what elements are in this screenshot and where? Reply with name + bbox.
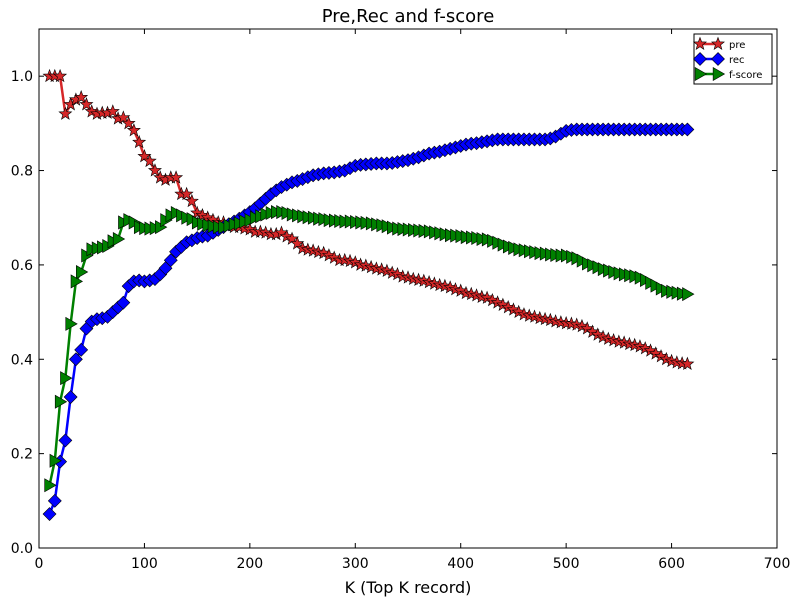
data-point-f-score xyxy=(65,316,78,331)
data-point-pre xyxy=(79,97,94,111)
legend-label-pre: pre xyxy=(729,40,745,51)
data-point-pre xyxy=(147,163,162,177)
y-tick-label: 0.2 xyxy=(11,447,33,463)
data-point-f-score xyxy=(44,478,57,493)
series-pre xyxy=(42,68,695,370)
x-tick-label: 400 xyxy=(447,556,474,572)
legend-label-rec: rec xyxy=(729,55,745,66)
data-point-f-score xyxy=(112,231,126,246)
data-point-rec xyxy=(58,433,73,448)
data-point-pre xyxy=(58,106,73,120)
legend-entry-pre: pre xyxy=(693,36,745,51)
x-tick-label: 0 xyxy=(35,556,44,572)
x-tick-label: 600 xyxy=(658,556,685,572)
y-tick-label: 0.6 xyxy=(11,258,33,274)
chart-title: Pre,Rec and f-score xyxy=(322,6,495,27)
data-point-pre xyxy=(184,193,199,208)
data-point-f-score xyxy=(60,371,73,386)
data-point-rec xyxy=(47,493,62,508)
data-point-pre xyxy=(142,153,157,168)
data-point-pre xyxy=(74,90,89,104)
data-point-f-score xyxy=(682,287,695,302)
x-tick-label: 500 xyxy=(553,556,580,572)
legend-marker-rec xyxy=(711,52,725,66)
plot-area xyxy=(42,68,695,521)
legend: pre rec f-score xyxy=(693,33,773,85)
axes-frame xyxy=(38,28,778,549)
data-point-rec xyxy=(74,342,89,357)
data-point-pre xyxy=(179,186,194,201)
data-point-rec xyxy=(163,253,178,268)
axes: 0 100 200 300 400 500 600 700 0.0 0.2 0.4 0.6 0.8 1.0 xyxy=(11,28,791,572)
data-point-rec xyxy=(68,352,83,367)
data-point-pre xyxy=(680,356,695,370)
legend-marker-rec xyxy=(693,52,707,66)
legend-marker-pre xyxy=(693,36,707,50)
legend-entry-rec: rec xyxy=(693,52,745,66)
data-point-rec xyxy=(63,390,78,404)
y-tick-label: 0.4 xyxy=(11,352,33,368)
y-tick-label: 1.0 xyxy=(11,69,33,85)
data-point-rec xyxy=(42,507,57,521)
data-point-pre xyxy=(121,116,136,130)
legend-entry-f-score: f-score xyxy=(694,66,762,82)
data-point-pre xyxy=(126,123,141,137)
data-point-f-score xyxy=(49,453,62,468)
legend-marker-pre xyxy=(711,36,725,50)
data-point-pre xyxy=(169,170,184,184)
data-point-rec xyxy=(116,295,131,310)
data-point-pre xyxy=(105,104,120,118)
y-tick-label: 0.8 xyxy=(11,164,33,180)
data-point-f-score xyxy=(75,264,89,280)
x-tick-label: 700 xyxy=(764,556,791,572)
data-point-pre xyxy=(132,134,147,149)
legend-marker-f-score xyxy=(712,66,726,82)
x-tick-label: 200 xyxy=(236,556,263,572)
data-point-pre xyxy=(53,68,68,83)
series-rec xyxy=(42,122,695,521)
data-point-pre xyxy=(116,110,131,124)
data-point-f-score xyxy=(54,394,68,409)
x-axis-label: K (Top K record) xyxy=(345,578,472,597)
x-tick-label: 300 xyxy=(342,556,369,572)
data-point-rec xyxy=(680,122,695,137)
legend-marker-f-score xyxy=(694,66,708,82)
x-tick-label: 100 xyxy=(131,556,158,572)
legend-label-f-score: f-score xyxy=(729,70,762,81)
series-f-score xyxy=(44,205,695,493)
y-tick-label: 0.0 xyxy=(11,541,33,557)
